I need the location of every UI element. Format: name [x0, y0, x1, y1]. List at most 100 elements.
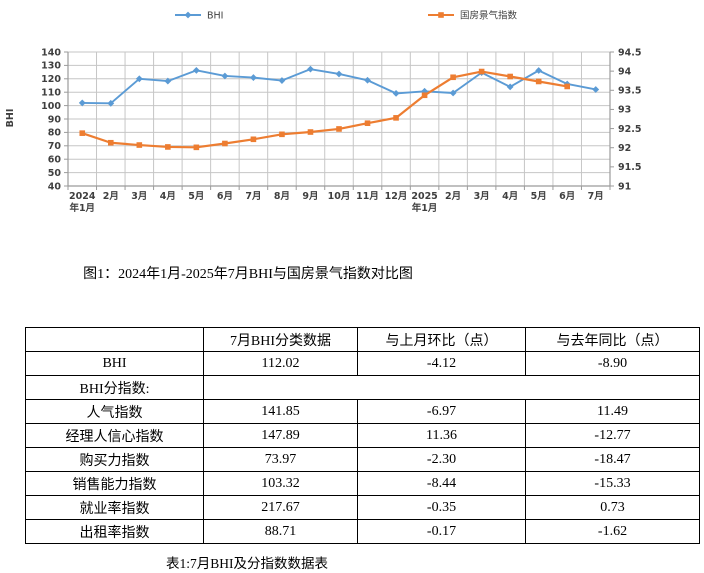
table-row: BHI 112.02 -4.12 -8.90 — [25, 351, 700, 376]
bhi-table-body: 7月BHI分类数据 与上月环比（点） 与去年同比（点） BHI 112.02 -4.12-… — [25, 327, 700, 544]
bhi-data-point — [335, 70, 343, 78]
value-cell: -18.47 — [525, 447, 700, 472]
value-cell: -0.35 — [357, 495, 526, 520]
bhi-data-point — [250, 74, 257, 81]
value-cell: 147.89 — [203, 423, 358, 448]
value-cell: -0.17 — [357, 519, 526, 544]
x-tick-label: 5月 — [531, 191, 547, 202]
table-row: 销售能力指数 103.32 -8.44 -15.33 — [25, 471, 700, 496]
bhi-data-point — [449, 89, 457, 97]
x-tick-label: 4月 — [502, 191, 518, 202]
gfjq-data-point — [336, 126, 342, 132]
row-label: 购买力指数 — [25, 447, 204, 472]
value-cell: 103.32 — [203, 471, 358, 496]
gfjq-data-point — [507, 73, 513, 80]
x-tick-label: 8月 — [274, 191, 290, 202]
table-row: 经理人信心指数 147.89 11.36 -12.77 — [25, 423, 700, 448]
left-tick-label: 90 — [48, 114, 62, 125]
gfjq-data-point — [393, 115, 399, 121]
row-label: 经理人信心指数 — [25, 423, 204, 448]
row-label: 出租率指数 — [25, 519, 204, 544]
right-tick-label: 92.5 — [618, 124, 641, 135]
row-label: 就业率指数 — [25, 495, 204, 520]
gfjq-data-point — [307, 129, 314, 135]
table-row: 就业率指数 217.67 -0.35 0.73 — [25, 495, 700, 520]
value-cell: 88.71 — [203, 519, 358, 544]
table-row: 出租率指数 88.71 -0.17 -1.62 — [25, 519, 700, 544]
x-tick-label: 7月 — [245, 191, 261, 202]
value-cell: -12.77 — [525, 423, 700, 448]
gfjq-data-point — [250, 136, 257, 143]
table-row: 购买力指数 73.97 -2.30 -18.47 — [25, 447, 700, 472]
x-tick-label: 9月 — [302, 191, 318, 202]
y-axis-title: BHI — [5, 109, 16, 128]
x-tick-label: 年1月 — [412, 202, 438, 214]
right-tick-label: 92 — [618, 143, 631, 154]
value-cell: 217.67 — [203, 495, 358, 520]
left-tick-label: 70 — [48, 141, 62, 152]
gfjq-data-point — [421, 92, 428, 99]
value-cell: 11.49 — [525, 399, 700, 424]
value-cell: 112.02 — [203, 351, 358, 376]
gfjq-data-point — [222, 140, 228, 147]
x-tick-label: 11月 — [356, 191, 379, 202]
x-tick-label: 2月 — [445, 191, 461, 202]
bhi-data-point — [164, 77, 172, 85]
table-row: 人气指数 141.85 -6.97 11.49 — [25, 399, 700, 424]
left-tick-label: 80 — [48, 128, 62, 139]
gfjq-data-point — [535, 78, 542, 85]
gfjq-data-point — [478, 68, 485, 75]
right-tick-label: 93 — [618, 105, 631, 116]
value-cell: -8.90 — [525, 351, 700, 376]
row-label: BHI — [25, 351, 204, 376]
gfjq-data-point — [107, 139, 114, 146]
bhi-data-point — [307, 65, 314, 73]
table-caption: 表1:7月BHI及分指数数据表 — [166, 556, 328, 571]
figure-caption: 图1：2024年1月-2025年7月BHI与国房景气指数对比图 — [83, 267, 413, 282]
value-cell: -6.97 — [357, 399, 526, 424]
table-header-cell: 与去年同比（点） — [525, 327, 700, 352]
right-tick-label: 91.5 — [618, 162, 641, 173]
gfjq-data-point — [165, 144, 171, 150]
x-tick-label: 年1月 — [69, 202, 95, 214]
x-tick-label: 7月 — [588, 191, 604, 202]
bhi-data-point — [592, 86, 600, 93]
right-tick-label: 91 — [618, 181, 631, 192]
left-tick-label: 110 — [41, 88, 61, 99]
x-tick-label: 2025 — [411, 191, 437, 202]
gfjq-data-point — [364, 120, 371, 127]
bhi-data-point — [278, 77, 286, 84]
x-tick-label: 12月 — [385, 191, 408, 202]
value-cell: -1.62 — [525, 519, 700, 544]
legend-label-bhi: BHI — [207, 11, 223, 22]
table-header-row: 7月BHI分类数据 与上月环比（点） 与去年同比（点） — [25, 327, 700, 352]
x-tick-label: 6月 — [217, 191, 233, 202]
x-tick-label: 4月 — [160, 191, 176, 202]
gfjq-data-point — [450, 74, 456, 81]
left-tick-label: 120 — [41, 74, 61, 85]
x-tick-label: 3月 — [131, 191, 147, 202]
bhi-data-point — [364, 76, 371, 84]
value-cell: -2.30 — [357, 447, 526, 472]
gfjq-data-point — [136, 142, 143, 148]
gfjq-data-point — [279, 131, 285, 138]
left-tick-label: 100 — [41, 101, 61, 112]
value-cell: 141.85 — [203, 399, 358, 424]
gfjq-data-point — [79, 130, 86, 136]
bhi-data-point — [506, 83, 514, 91]
table-header-cell: 7月BHI分类数据 — [203, 327, 358, 352]
left-tick-label: 130 — [41, 61, 61, 72]
table-row: BHI分指数: — [25, 375, 700, 400]
value-cell: 0.73 — [525, 495, 700, 520]
row-label: BHI分指数: — [25, 375, 204, 400]
table-header-cell — [25, 327, 204, 352]
bhi-data-point — [192, 66, 200, 74]
left-tick-label: 40 — [48, 181, 62, 192]
table-header-cell: 与上月环比（点） — [357, 327, 526, 352]
gfjq-series-line — [81, 70, 568, 149]
bhi-data-point — [392, 90, 400, 97]
gfjq-data-point — [193, 144, 200, 151]
left-tick-label: 60 — [48, 155, 62, 166]
gfjq-data-point — [564, 83, 571, 90]
